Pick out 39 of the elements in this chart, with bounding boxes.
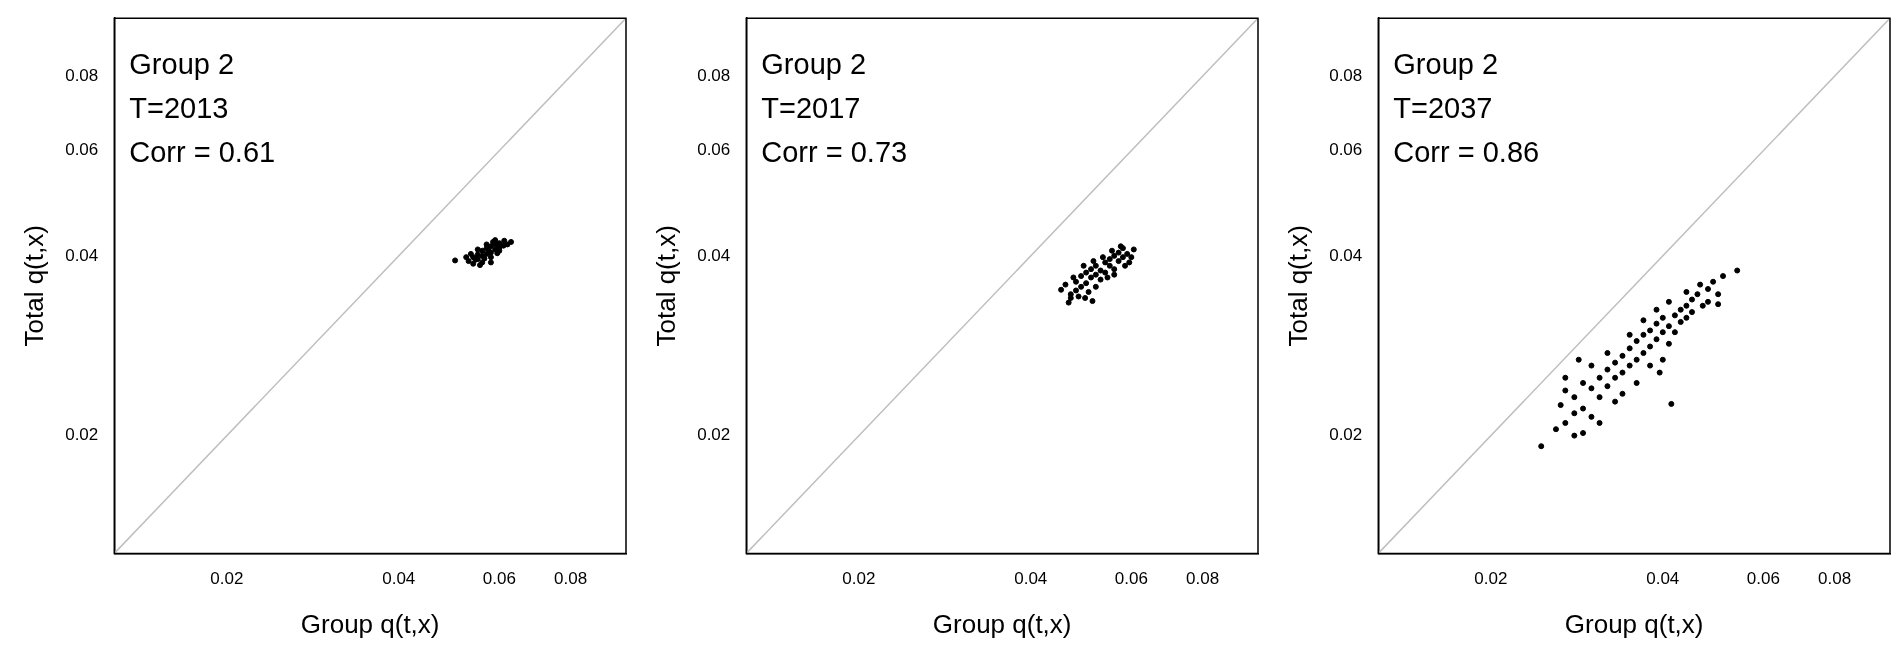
annotation: Group 2 (761, 48, 867, 81)
annotation: T=2037 (1393, 92, 1493, 125)
y-tick-label: 0.02 (65, 425, 99, 445)
x-tick-label: 0.08 (554, 569, 588, 589)
x-axis-title: Group q(t,x) (1564, 608, 1704, 639)
x-tick-label: 0.08 (1818, 569, 1852, 589)
x-tick-label: 0.04 (1646, 569, 1680, 589)
y-tick-label: 0.02 (697, 425, 731, 445)
annotation: T=2013 (129, 92, 229, 125)
x-tick-label: 0.08 (1186, 569, 1220, 589)
annotation: Group 2 (1393, 48, 1499, 81)
y-tick-label: 0.02 (1329, 425, 1363, 445)
x-axis-title: Group q(t,x) (300, 608, 440, 639)
y-tick-label: 0.06 (697, 140, 731, 160)
x-tick-label: 0.02 (1474, 569, 1508, 589)
x-tick-label: 0.06 (1114, 569, 1148, 589)
annotation: T=2017 (761, 92, 861, 125)
x-tick-label: 0.06 (482, 569, 516, 589)
annotation: Corr = 0.73 (761, 136, 908, 169)
x-tick-label: 0.06 (1746, 569, 1780, 589)
x-axis-title: Group q(t,x) (932, 608, 1072, 639)
y-tick-label: 0.08 (65, 65, 99, 85)
y-axis-title: Total q(t,x) (650, 225, 681, 347)
annotation: Corr = 0.61 (129, 136, 276, 169)
x-tick-label: 0.04 (382, 569, 416, 589)
y-tick-label: 0.04 (1329, 245, 1363, 265)
y-tick-label: 0.06 (1329, 140, 1363, 160)
y-tick-label: 0.04 (697, 245, 731, 265)
y-tick-label: 0.04 (65, 245, 99, 265)
annotation: Corr = 0.86 (1393, 136, 1540, 169)
y-tick-label: 0.08 (697, 65, 731, 85)
y-axis-title: Total q(t,x) (18, 225, 49, 347)
y-tick-label: 0.06 (65, 140, 99, 160)
annotation: Group 2 (129, 48, 235, 81)
x-tick-label: 0.02 (842, 569, 876, 589)
x-tick-label: 0.04 (1014, 569, 1048, 589)
x-tick-label: 0.02 (210, 569, 244, 589)
y-axis-title: Total q(t,x) (1282, 225, 1313, 347)
y-tick-label: 0.08 (1329, 65, 1363, 85)
